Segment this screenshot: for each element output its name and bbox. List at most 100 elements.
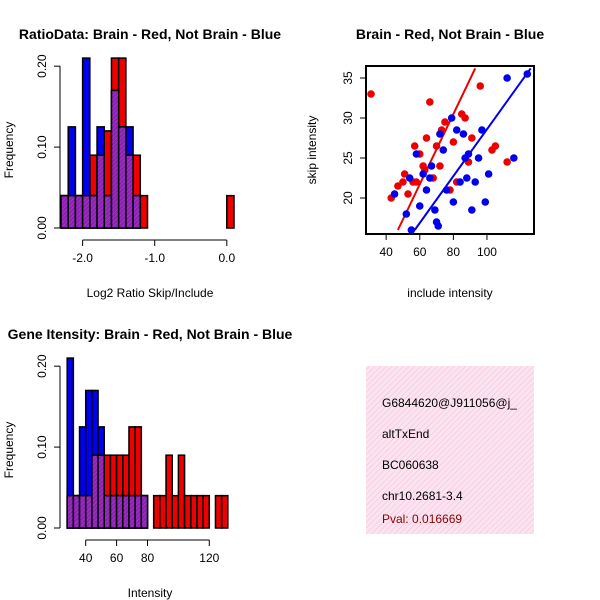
scatter-point-brain: [399, 178, 407, 186]
intensity-hist-bar-overlap: [84, 494, 93, 529]
scatter-point-not-brain: [503, 74, 511, 82]
intensity-hist-y-tick-label: 0.10: [35, 435, 49, 459]
intensity-hist-bar-brain: [165, 454, 173, 529]
scatter-point-not-brain: [474, 154, 483, 162]
intensity-hist-bar-brain: [190, 494, 198, 529]
ratio-hist-bar-overlap: [67, 194, 77, 229]
intensity-hist-bar-overlap: [97, 454, 105, 529]
intensity-hist-bar-overlap: [72, 494, 81, 529]
scatter-point-brain: [404, 190, 412, 198]
intensity-hist-bar-brain: [171, 494, 180, 529]
intensity-hist-y-tick-label: 0.20: [35, 354, 49, 378]
scatter-point-brain: [503, 158, 511, 166]
scatter-point-not-brain: [439, 146, 448, 154]
scatter-x-tick-label: 80: [447, 245, 461, 259]
ratio-hist-title: RatioData: Brain - Red, Not Brain - Blue: [19, 26, 281, 42]
intensity-hist-y-tick-label: 0.00: [35, 516, 49, 540]
scatter-point-not-brain: [436, 130, 444, 138]
scatter-point-not-brain: [523, 70, 532, 78]
scatter-point-not-brain: [405, 174, 414, 182]
intensity-hist-bar-overlap: [122, 494, 130, 529]
scatter-point-not-brain: [468, 206, 476, 214]
info-event-type: altTxEnd: [382, 427, 429, 441]
scatter-x-tick-label: 60: [413, 245, 427, 259]
scatter-point-not-brain: [464, 150, 473, 158]
scatter-point-not-brain: [471, 178, 480, 186]
scatter-point-brain: [422, 134, 431, 142]
info-background: [366, 366, 534, 534]
ratio-hist-bar-brain: [139, 194, 149, 229]
intensity-hist-axes: 40 60 80 120 0.00 0.10 0.20: [35, 354, 220, 565]
scatter-points: [367, 70, 532, 234]
scatter-point-brain: [432, 142, 441, 150]
ratio-hist-x-tick-label: -2.0: [72, 251, 93, 265]
intensity-hist-x-tick-label: 40: [79, 551, 93, 565]
intensity-hist-bar-brain: [177, 454, 186, 529]
scatter-point-not-brain: [427, 162, 436, 170]
scatter-plot-box: [365, 65, 535, 235]
intensity-histogram-panel: Gene Itensity: Brain - Red, Not Brain - …: [2, 326, 293, 600]
scatter-point-not-brain: [449, 198, 458, 206]
info-pval: Pval: 0.016669: [382, 512, 462, 526]
scatter-point-not-brain: [447, 114, 456, 122]
scatter-point-brain: [367, 90, 375, 98]
ratio-hist-bars: [60, 57, 235, 229]
scatter-x-tick-label: 100: [477, 245, 497, 259]
intensity-hist-bar-brain: [183, 494, 192, 529]
scatter-point-not-brain: [426, 174, 434, 182]
ratio-hist-xlabel: Log2 Ratio Skip/Include: [87, 286, 214, 300]
intensity-hist-x-tick-label: 120: [199, 551, 219, 565]
ratio-hist-y-tick-label: 0.20: [35, 54, 49, 78]
intensity-hist-bar-brain: [214, 494, 223, 529]
scatter-point-brain: [412, 178, 421, 186]
scatter-point-not-brain: [484, 170, 493, 178]
intensity-hist-x-tick-label: 80: [141, 551, 155, 565]
intensity-hist-bar-overlap: [115, 494, 124, 529]
scatter-point-not-brain: [407, 226, 416, 234]
ratio-hist-bar-overlap: [96, 154, 105, 229]
info-panel: G6844620@J911056@j_ altTxEnd BC060638 ch…: [366, 366, 534, 534]
intensity-hist-x-tick-label: 60: [110, 551, 124, 565]
intensity-hist-bar-overlap: [91, 454, 99, 529]
info-location: chr10.2681-3.4: [382, 489, 463, 503]
scatter-y-tick-label: 30: [341, 111, 355, 125]
scatter-point-not-brain: [452, 126, 461, 134]
scatter-point-not-brain: [434, 222, 443, 230]
ratio-hist-x-tick-label: 0.0: [218, 251, 235, 265]
ratio-hist-bar-overlap: [117, 126, 127, 229]
ratio-hist-bar-overlap: [81, 194, 91, 229]
scatter-fit-not-brain: [413, 67, 532, 231]
scatter-point-not-brain: [422, 186, 431, 194]
scatter-y-tick-label: 20: [341, 191, 355, 205]
intensity-hist-bar-overlap: [109, 494, 118, 529]
scatter-panel: Brain - Red, Not Brain - Blue 40 60 80 100 2…: [305, 26, 544, 300]
intensity-hist-bar-overlap: [128, 494, 136, 529]
scatter-axes: 40 60 80 100 20 25 30 35: [341, 65, 535, 259]
scatter-point-not-brain: [431, 206, 439, 214]
scatter-xlabel: include intensity: [407, 286, 492, 300]
scatter-point-brain: [476, 82, 485, 90]
scatter-y-tick-label: 35: [341, 71, 355, 85]
scatter-point-not-brain: [412, 150, 421, 158]
info-accession: BC060638: [382, 458, 439, 472]
scatter-point-not-brain: [456, 178, 464, 186]
ratio-hist-bar-overlap: [89, 194, 98, 229]
scatter-point-brain: [461, 114, 469, 122]
scatter-point-not-brain: [390, 190, 399, 198]
scatter-point-not-brain: [510, 154, 518, 162]
intensity-hist-title: Gene Itensity: Brain - Red, Not Brain - …: [8, 326, 293, 342]
scatter-point-brain: [491, 142, 500, 150]
scatter-point-not-brain: [459, 130, 468, 138]
intensity-hist-bar-brain: [159, 494, 167, 529]
scatter-y-tick-label: 25: [341, 151, 355, 165]
intensity-hist-bar-brain: [196, 494, 204, 529]
ratio-hist-y-tick-label: 0.00: [35, 216, 49, 240]
ratio-hist-bar-overlap: [60, 194, 69, 229]
ratio-hist-bar-overlap: [74, 194, 84, 229]
ratio-histogram-panel: RatioData: Brain - Red, Not Brain - Blue…: [2, 26, 281, 300]
intensity-hist-xlabel: Intensity: [128, 586, 173, 600]
intensity-hist-bar-overlap: [78, 494, 87, 529]
intensity-hist-ylabel: Frequency: [2, 422, 16, 479]
scatter-ylabel: skip intensity: [305, 116, 319, 185]
